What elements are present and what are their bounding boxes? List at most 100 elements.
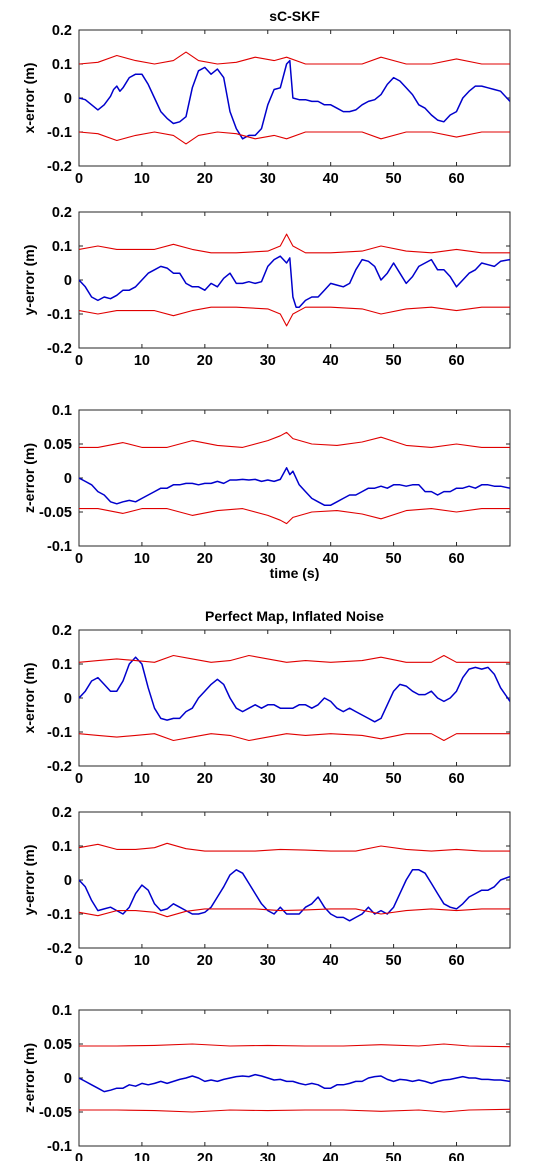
x-tick-label: 60 — [448, 771, 464, 787]
y-tick-label: 0.05 — [44, 1037, 72, 1053]
x-tick-label: 30 — [260, 771, 276, 787]
error-series-line — [79, 467, 510, 506]
x-tick-label: 40 — [323, 353, 339, 369]
y-tick-label: -0.1 — [47, 725, 72, 741]
y-tick-label: -0.2 — [47, 941, 72, 957]
y-tick-label: 0.1 — [52, 839, 72, 855]
x-tick-label: 50 — [386, 171, 402, 187]
upper-bound-line — [79, 233, 510, 254]
chart-title: sC-SKF — [269, 8, 320, 24]
y-tick-label: 0 — [64, 1071, 72, 1087]
y-tick-label: -0.1 — [47, 539, 72, 555]
upper-bound-line — [79, 1043, 510, 1048]
y-tick-label: 0.05 — [44, 437, 72, 453]
x-tick-label: 20 — [197, 353, 213, 369]
y-tick-label: 0.1 — [52, 403, 72, 419]
y-axis-label: x-error (m) — [21, 63, 37, 134]
lower-bound-line — [79, 908, 510, 918]
x-tick-label: 10 — [134, 551, 150, 567]
upper-bound-line — [79, 431, 510, 448]
y-tick-label: -0.2 — [47, 759, 72, 775]
lower-bound-line — [79, 733, 510, 742]
x-tick-label: 10 — [134, 171, 150, 187]
plot-frame — [78, 409, 511, 547]
y-tick-label: 0.2 — [52, 23, 72, 39]
y-axis-label: x-error (m) — [21, 663, 37, 734]
x-tick-label: 40 — [323, 1151, 339, 1161]
x-tick-label: 20 — [197, 551, 213, 567]
plot-panel: -0.2 -0.1 0 0.1 0.2 0 10 20 30 40 50 60 x-error (m) P… — [21, 608, 511, 787]
x-tick-label: 0 — [75, 771, 83, 787]
y-tick-label: 0 — [64, 273, 72, 289]
x-tick-label: 10 — [134, 953, 150, 969]
y-axis-label: y-error (m) — [21, 845, 37, 916]
y-axis-label: z-error (m) — [21, 443, 37, 513]
x-tick-label: 10 — [134, 771, 150, 787]
plot-panel: -0.2 -0.1 0 0.1 0.2 0 10 20 30 40 50 60 y-error (m) — [21, 205, 511, 369]
y-tick-label: 0.1 — [52, 57, 72, 73]
y-axis-label: z-error (m) — [21, 1043, 37, 1113]
x-tick-label: 50 — [386, 551, 402, 567]
x-tick-label: 20 — [197, 953, 213, 969]
x-tick-label: 50 — [386, 771, 402, 787]
x-tick-label: 0 — [75, 1151, 83, 1161]
y-tick-label: -0.1 — [47, 1139, 72, 1155]
x-tick-label: 0 — [75, 551, 83, 567]
y-tick-label: 0.1 — [52, 1003, 72, 1019]
x-tick-label: 50 — [386, 953, 402, 969]
y-axis-label: y-error (m) — [21, 245, 37, 316]
x-tick-label: 40 — [323, 551, 339, 567]
x-tick-label: 60 — [448, 953, 464, 969]
x-tick-label: 40 — [323, 171, 339, 187]
x-tick-label: 10 — [134, 353, 150, 369]
error-series-line — [79, 869, 510, 922]
y-tick-label: 0.2 — [52, 623, 72, 639]
x-tick-label: 40 — [323, 771, 339, 787]
lower-bound-line — [79, 131, 510, 145]
x-tick-label: 0 — [75, 953, 83, 969]
x-tick-label: 30 — [260, 551, 276, 567]
upper-bound-line — [79, 842, 510, 852]
y-tick-label: 0.1 — [52, 657, 72, 673]
error-series-line — [79, 59, 510, 140]
chart-title: Perfect Map, Inflated Noise — [205, 608, 384, 624]
x-tick-label: 30 — [260, 353, 276, 369]
plot-frame — [78, 629, 511, 767]
y-tick-label: -0.05 — [39, 505, 72, 521]
x-tick-label: 60 — [448, 171, 464, 187]
lower-bound-line — [79, 508, 510, 525]
x-tick-label: 0 — [75, 353, 83, 369]
x-tick-label: 60 — [448, 353, 464, 369]
plot-panel: -0.1 -0.05 0 0.05 0.1 0 10 20 30 40 50 60 z-error (m… — [21, 1003, 511, 1161]
y-tick-label: 0.2 — [52, 205, 72, 221]
x-tick-label: 20 — [197, 171, 213, 187]
x-axis-label: time (s) — [270, 565, 320, 581]
x-tick-label: 0 — [75, 171, 83, 187]
x-tick-label: 50 — [386, 1151, 402, 1161]
x-tick-label: 60 — [448, 1151, 464, 1161]
lower-bound-line — [79, 1108, 510, 1113]
plot-frame — [78, 1009, 511, 1147]
error-series-line — [79, 1073, 510, 1093]
x-tick-label: 30 — [260, 171, 276, 187]
plot-frame — [78, 811, 511, 949]
x-tick-label: 50 — [386, 353, 402, 369]
x-tick-label: 30 — [260, 953, 276, 969]
y-tick-label: 0 — [64, 91, 72, 107]
upper-bound-line — [79, 51, 510, 65]
y-tick-label: 0.1 — [52, 239, 72, 255]
plot-panel: -0.2 -0.1 0 0.1 0.2 0 10 20 30 40 50 60 x-error (m) s… — [21, 8, 511, 187]
y-tick-label: 0 — [64, 691, 72, 707]
x-tick-label: 20 — [197, 771, 213, 787]
y-tick-label: 0 — [64, 471, 72, 487]
y-tick-label: -0.1 — [47, 307, 72, 323]
y-tick-label: -0.2 — [47, 341, 72, 357]
plot-frame — [78, 211, 511, 349]
error-series-line — [79, 255, 510, 308]
y-tick-label: -0.2 — [47, 159, 72, 175]
lower-bound-line — [79, 306, 510, 327]
x-tick-label: 10 — [134, 1151, 150, 1161]
x-tick-label: 30 — [260, 1151, 276, 1161]
y-tick-label: -0.1 — [47, 907, 72, 923]
